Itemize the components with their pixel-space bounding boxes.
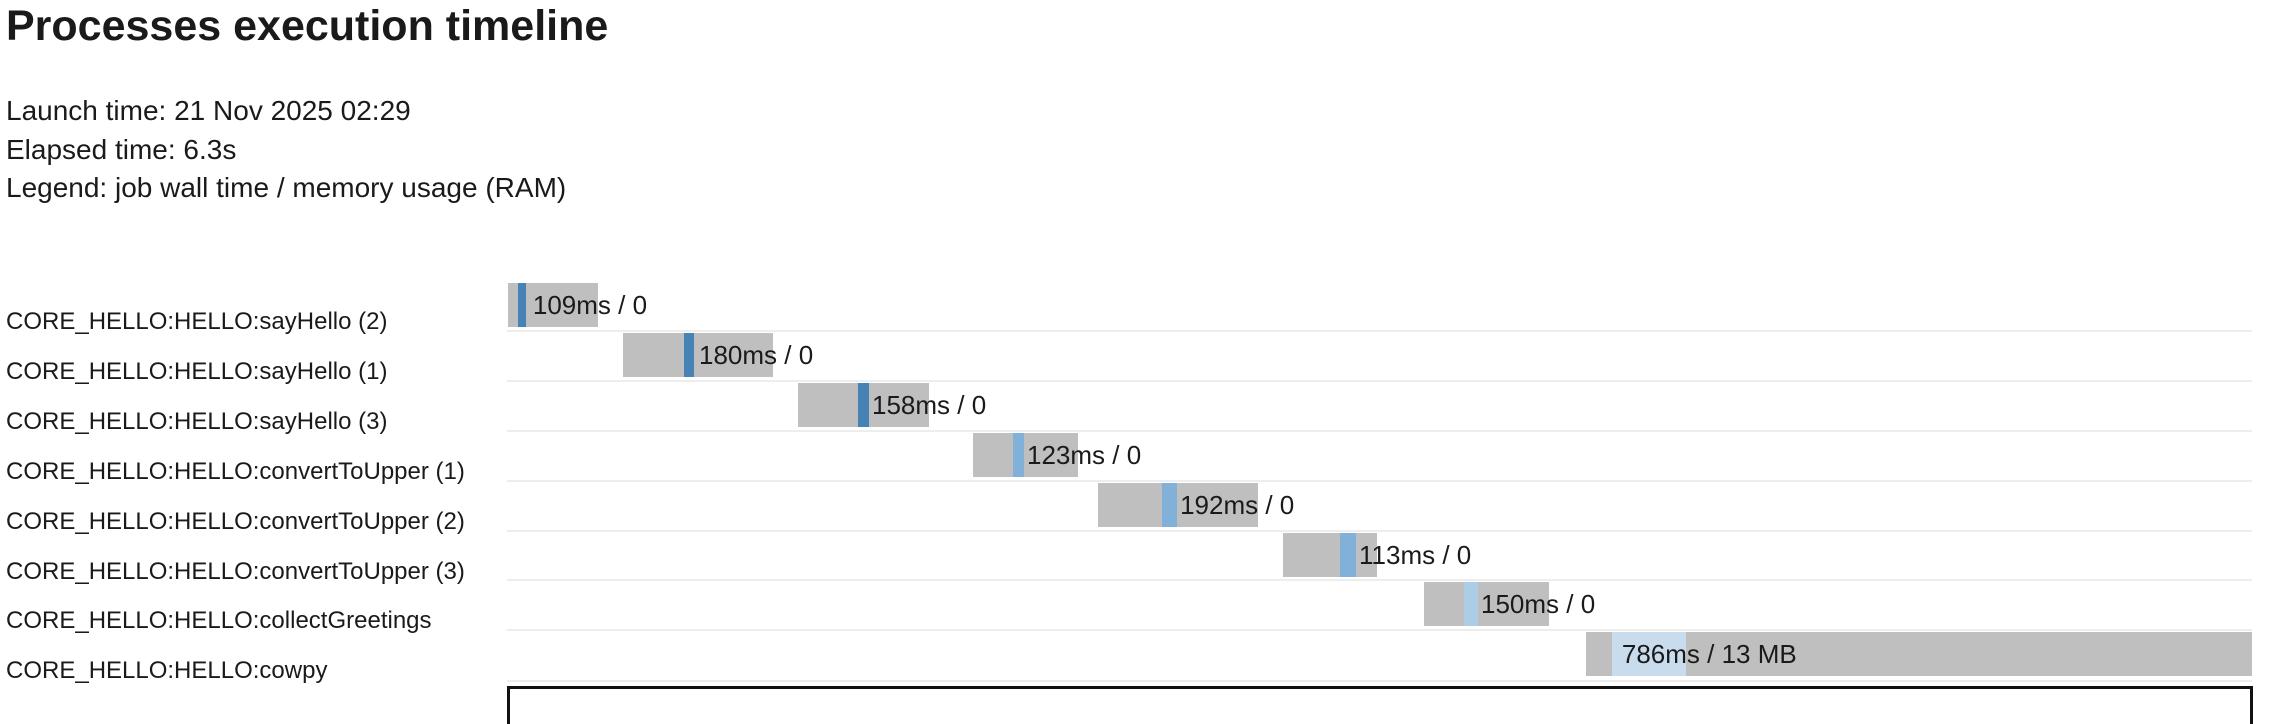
job-run-segment (1012, 432, 1024, 477)
job-bar-label: 109ms / 0 (532, 290, 648, 320)
row-separator (507, 529, 2252, 532)
process-label: CORE_HELLO:HELLO:cowpy (6, 657, 328, 685)
job-run-segment (1162, 482, 1177, 527)
job-bar-label: 150ms / 0 (1481, 589, 1596, 620)
row-separator (507, 579, 2252, 582)
job-bar-label: 192ms / 0 (1180, 489, 1295, 520)
process-label: CORE_HELLO:HELLO:convertToUpper (3) (6, 557, 465, 585)
row-separator (507, 329, 2252, 332)
process-label: CORE_HELLO:HELLO:collectGreetings (6, 607, 432, 635)
job-bar-track (622, 332, 773, 377)
process-label: CORE_HELLO:HELLO:sayHello (1) (6, 357, 388, 385)
row-separator (507, 379, 2252, 382)
job-bar-label: 786ms / 13 MB (1621, 639, 1797, 670)
elapsed-time-text: Elapsed time: 6.3s (6, 133, 237, 165)
job-run-segment (1612, 632, 1687, 677)
job-bar-track (973, 432, 1078, 477)
report-meta: Launch time: 21 Nov 2025 02:29 Elapsed t… (6, 92, 566, 208)
process-label: CORE_HELLO:HELLO:convertToUpper (1) (6, 457, 465, 485)
job-bar-track (1283, 532, 1377, 577)
job-bar-track (1424, 582, 1550, 627)
process-label: CORE_HELLO:HELLO:sayHello (2) (6, 308, 388, 335)
legend-text: Legend: job wall time / memory usage (RA… (6, 172, 567, 204)
launch-time-text: Launch time: 21 Nov 2025 02:29 (6, 95, 411, 126)
job-run-segment (684, 332, 695, 377)
job-run-segment (857, 382, 869, 427)
job-bar-label: 123ms / 0 (1027, 439, 1142, 470)
row-separator (507, 629, 2252, 632)
row-separator (507, 479, 2252, 482)
job-run-segment (1463, 582, 1478, 627)
job-bar-label: 158ms / 0 (872, 389, 987, 420)
row-separator (507, 680, 2252, 683)
job-run-segment (518, 283, 526, 327)
page-title: Processes execution timeline (6, 2, 609, 50)
job-run-segment (1340, 532, 1357, 577)
row-separator (507, 429, 2252, 432)
process-label: CORE_HELLO:HELLO:convertToUpper (2) (6, 507, 465, 535)
job-bar-track (1586, 632, 2252, 677)
job-bar-label: 180ms / 0 (699, 339, 814, 370)
footer-axis-box (507, 686, 2253, 724)
job-bar-track (1097, 482, 1259, 527)
job-bar-label: 113ms / 0 (1359, 539, 1472, 570)
process-label: CORE_HELLO:HELLO:sayHello (3) (6, 407, 388, 435)
